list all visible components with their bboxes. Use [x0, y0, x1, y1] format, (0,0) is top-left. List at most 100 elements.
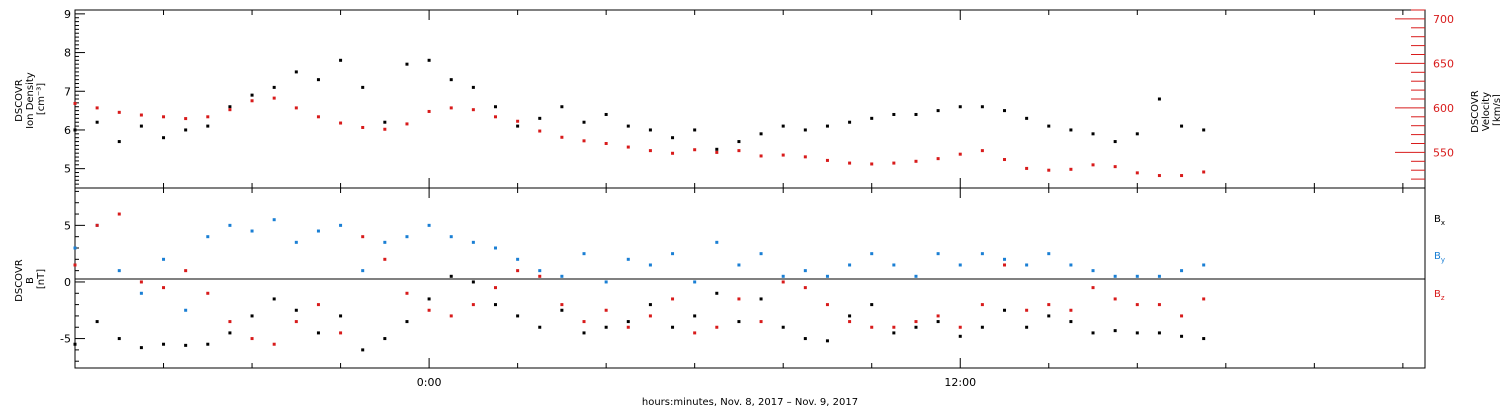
by-point: [405, 235, 409, 239]
bx-point: [737, 320, 741, 324]
velocity-point: [1047, 168, 1051, 172]
legend-subscript: x: [1441, 219, 1445, 227]
plasma-panel-frame: [74, 9, 1426, 189]
bz-point: [914, 320, 918, 324]
ion-density-point: [604, 112, 608, 116]
bx-point: [693, 314, 697, 318]
bx-point: [1047, 314, 1051, 318]
bx-point: [206, 342, 210, 346]
bz-point: [936, 314, 940, 318]
velocity-point: [648, 149, 652, 153]
bx-point: [1135, 331, 1139, 335]
ion-density-point: [294, 70, 298, 74]
velocity-point: [361, 125, 365, 129]
by-point: [516, 257, 520, 261]
bx-point: [1069, 320, 1073, 324]
velocity-axis-title-line2: Velocity: [1481, 92, 1492, 131]
density-tick-label: 6: [64, 124, 71, 137]
ion-density-point: [803, 128, 807, 132]
bx-point: [184, 343, 188, 347]
bx-point: [781, 325, 785, 329]
legend-main: B: [1434, 214, 1441, 225]
by-point: [648, 263, 652, 267]
by-point: [1157, 274, 1161, 278]
by-point: [936, 252, 940, 256]
bx-point: [449, 274, 453, 278]
ion-density-point: [162, 136, 166, 140]
by-point: [117, 269, 121, 273]
bx-point: [405, 320, 409, 324]
velocity-point: [162, 115, 166, 119]
bx-point: [516, 314, 520, 318]
legend-entry-by: By: [1434, 251, 1445, 264]
velocity-point: [272, 96, 276, 100]
bx-point: [73, 342, 77, 346]
bx-point: [914, 325, 918, 329]
bz-point: [1025, 308, 1029, 312]
velocity-point: [1202, 170, 1206, 174]
ion-density-point: [1091, 132, 1095, 136]
bz-point: [870, 325, 874, 329]
bz-point: [648, 314, 652, 318]
by-point: [250, 229, 254, 233]
bz-point: [671, 297, 675, 301]
velocity-point: [250, 99, 254, 103]
velocity-point: [228, 108, 232, 112]
by-point: [538, 269, 542, 273]
ion-density-point: [383, 120, 387, 124]
bx-point: [715, 291, 719, 295]
ion-density-point: [715, 147, 719, 151]
velocity-point: [1091, 163, 1095, 167]
velocity-point: [715, 150, 719, 154]
bx-point: [560, 308, 564, 312]
bx-point: [139, 346, 143, 350]
velocity-point: [538, 129, 542, 133]
bx-point: [493, 303, 497, 307]
ion-density-point: [449, 78, 453, 82]
ion-density-point: [427, 58, 431, 62]
bx-point: [471, 280, 475, 284]
ion-density-point: [1003, 109, 1007, 113]
velocity-point: [1135, 171, 1139, 175]
bz-point: [516, 269, 520, 273]
velocity-point: [73, 101, 77, 105]
bx-point: [759, 297, 763, 301]
bz-point: [206, 291, 210, 295]
bx-point: [825, 339, 829, 343]
ion-density-point: [493, 105, 497, 109]
bz-point: [228, 320, 232, 324]
ion-density-point: [117, 140, 121, 144]
bz-point: [361, 235, 365, 239]
bfield-axis-title: DSCOVR B [nT]: [14, 256, 47, 302]
by-point: [980, 252, 984, 256]
ion-density-point: [1202, 128, 1206, 132]
ion-density-point: [1025, 116, 1029, 120]
velocity-point: [516, 119, 520, 123]
velocity-point: [626, 145, 630, 149]
ion-density-point: [781, 124, 785, 128]
bx-point: [316, 331, 320, 335]
velocity-point: [1113, 165, 1117, 169]
by-point: [604, 280, 608, 284]
density-tick-label: 9: [64, 8, 71, 21]
velocity-axis-title-line1: DSCOVR: [1470, 90, 1481, 133]
by-point: [1047, 252, 1051, 256]
velocity-point: [294, 106, 298, 110]
legend-entry-bx: Bx: [1434, 214, 1445, 227]
ion-density-point: [316, 78, 320, 82]
ion-density-point: [582, 120, 586, 124]
ion-density-point: [958, 105, 962, 109]
by-point: [825, 274, 829, 278]
density-axis-title-line3: [cm⁻³]: [36, 83, 47, 115]
by-point: [1091, 269, 1095, 273]
by-point: [427, 223, 431, 227]
bz-point: [626, 325, 630, 329]
ion-density-point: [560, 105, 564, 109]
by-point: [1003, 257, 1007, 261]
bx-point: [228, 331, 232, 335]
bz-point: [250, 337, 254, 341]
by-point: [1202, 263, 1206, 267]
bz-point: [427, 308, 431, 312]
bx-point: [339, 314, 343, 318]
bz-point: [825, 303, 829, 307]
